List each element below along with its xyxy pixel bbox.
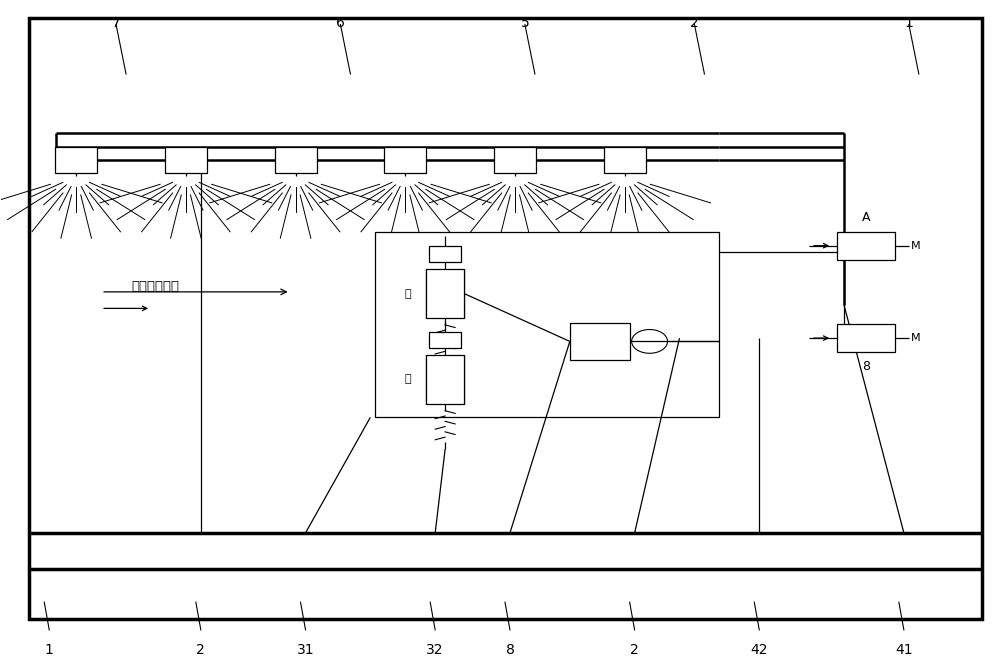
Text: 41: 41 (895, 643, 913, 657)
Text: A: A (862, 211, 870, 224)
Text: 2: 2 (196, 643, 205, 657)
Text: 2: 2 (690, 16, 699, 30)
Text: 5: 5 (521, 16, 529, 30)
Text: 6: 6 (336, 16, 345, 30)
Bar (275, 147, 317, 173)
Text: 1: 1 (45, 643, 54, 657)
Bar (165, 147, 207, 173)
Bar (604, 147, 646, 173)
Text: M: M (911, 241, 920, 251)
Bar (837, 324, 895, 352)
Text: 1: 1 (904, 16, 913, 30)
Text: 进出巷道方向: 进出巷道方向 (131, 280, 179, 293)
Bar (429, 332, 461, 348)
Bar (426, 269, 464, 318)
Text: M: M (911, 333, 920, 343)
Text: 8: 8 (862, 360, 870, 373)
Text: 8: 8 (506, 643, 514, 657)
Text: 2: 2 (630, 643, 639, 657)
Bar (429, 246, 461, 262)
Bar (375, 233, 719, 417)
Bar (384, 147, 426, 173)
Bar (426, 355, 464, 404)
Bar (837, 232, 895, 259)
Text: 7: 7 (112, 16, 120, 30)
Text: 32: 32 (426, 643, 444, 657)
Bar (494, 147, 536, 173)
Text: 进: 进 (405, 288, 411, 298)
Text: 31: 31 (297, 643, 314, 657)
Text: 出: 出 (405, 375, 411, 385)
Text: 42: 42 (751, 643, 768, 657)
Bar (55, 147, 97, 173)
Bar (570, 324, 630, 359)
